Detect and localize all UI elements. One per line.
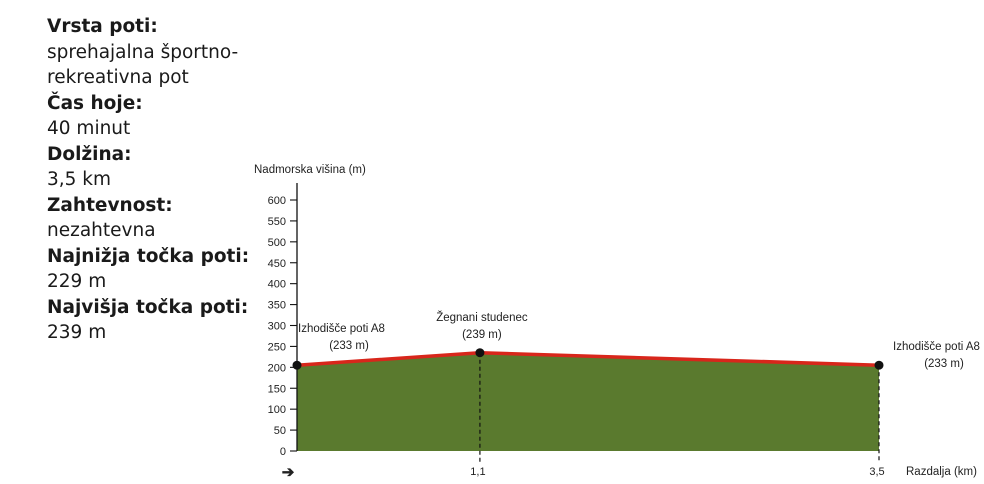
y-tick-label: 200 xyxy=(268,362,286,374)
waypoint-elevation: (239 m) xyxy=(462,329,502,341)
info-value: rekreativna pot xyxy=(47,67,189,88)
elevation-area xyxy=(297,352,879,451)
y-tick-label: 450 xyxy=(268,258,286,270)
info-value: 3,5 km xyxy=(47,169,112,190)
x-axis-label: Razdalja (km) xyxy=(906,466,977,478)
y-tick-label: 150 xyxy=(268,383,286,395)
y-tick-label: 350 xyxy=(268,300,286,312)
waypoint-name: Žegnani studenec xyxy=(436,311,528,324)
info-value: 40 minut xyxy=(47,118,131,139)
info-label: Najnižja točka poti: xyxy=(47,245,250,267)
trail-info-panel: Vrsta poti: sprehajalna športno-rekreativ… xyxy=(47,14,267,346)
start-arrow: ➔ xyxy=(282,464,295,481)
waypoint-name: Izhodišče poti A8 xyxy=(893,341,980,353)
info-label: Čas hoje: xyxy=(47,92,143,114)
y-axis-label: Nadmorska višina (m) xyxy=(254,164,366,176)
info-value: nezahtevna xyxy=(47,220,156,241)
y-tick-label: 250 xyxy=(268,341,286,353)
y-tick-label: 600 xyxy=(268,195,286,207)
waypoint-marker xyxy=(475,348,485,358)
info-label: Najvišja točka poti: xyxy=(47,296,249,318)
y-tick-label: 50 xyxy=(274,425,286,437)
waypoint-elevation: (233 m) xyxy=(924,358,964,370)
info-value: sprehajalna športno- xyxy=(47,41,239,63)
waypoint-name: Izhodišče poti A8 xyxy=(298,323,385,335)
y-tick-label: 300 xyxy=(268,321,286,333)
x-tick-label: 1,1 xyxy=(470,466,485,478)
info-label: Vrsta poti: xyxy=(47,16,158,37)
info-value: 229 m xyxy=(47,271,107,292)
waypoint-marker xyxy=(874,360,884,370)
info-label: Dolžina: xyxy=(47,143,132,165)
y-tick-label: 400 xyxy=(268,279,286,291)
x-tick-label: 3,5 xyxy=(869,466,884,478)
y-tick-label: 0 xyxy=(280,446,286,458)
y-tick-label: 550 xyxy=(268,216,286,228)
info-label: Zahtevnost: xyxy=(47,194,173,216)
info-value: 239 m xyxy=(47,322,107,343)
y-tick-label: 100 xyxy=(268,404,286,416)
waypoint-elevation: (233 m) xyxy=(329,340,369,352)
y-tick-label: 500 xyxy=(268,237,286,249)
waypoint-marker xyxy=(292,360,302,370)
